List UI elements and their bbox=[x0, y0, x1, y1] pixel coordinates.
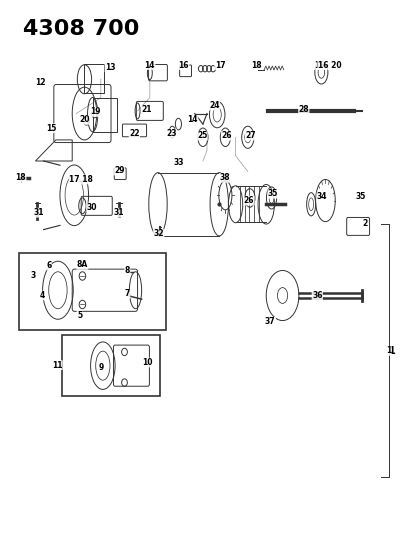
Text: 26: 26 bbox=[221, 131, 231, 140]
Text: 5: 5 bbox=[77, 311, 82, 319]
Text: 37: 37 bbox=[264, 317, 275, 326]
Text: 8: 8 bbox=[124, 266, 130, 275]
Text: 21: 21 bbox=[141, 106, 152, 115]
Text: 16: 16 bbox=[178, 61, 188, 69]
Text: 4308 700: 4308 700 bbox=[23, 19, 139, 38]
Text: 2: 2 bbox=[361, 219, 367, 228]
Text: 15: 15 bbox=[46, 124, 56, 133]
Text: 29: 29 bbox=[114, 166, 124, 175]
Text: 11: 11 bbox=[52, 361, 62, 369]
Text: 22: 22 bbox=[129, 129, 139, 138]
Bar bbox=[93, 98, 117, 132]
Text: 8A: 8A bbox=[77, 261, 88, 269]
Text: 25: 25 bbox=[197, 131, 207, 140]
Text: 14: 14 bbox=[187, 115, 197, 124]
Text: 13: 13 bbox=[104, 62, 115, 71]
Text: 19: 19 bbox=[90, 108, 101, 116]
Text: 10: 10 bbox=[141, 358, 152, 367]
Text: 17 18: 17 18 bbox=[69, 175, 93, 184]
Text: 35: 35 bbox=[267, 189, 278, 198]
Text: 6: 6 bbox=[46, 261, 52, 270]
Text: 32: 32 bbox=[153, 229, 164, 238]
Text: 1: 1 bbox=[388, 346, 394, 356]
Text: 14: 14 bbox=[144, 61, 155, 69]
Text: 26: 26 bbox=[243, 196, 254, 205]
Text: 1: 1 bbox=[385, 346, 390, 356]
Text: 24: 24 bbox=[209, 101, 219, 110]
Text: 16 20: 16 20 bbox=[317, 61, 341, 69]
Text: 18: 18 bbox=[15, 173, 26, 182]
Text: 4: 4 bbox=[40, 291, 45, 300]
Text: 12: 12 bbox=[35, 78, 45, 87]
Text: 34: 34 bbox=[316, 192, 327, 201]
Text: 3: 3 bbox=[31, 271, 36, 280]
Text: 27: 27 bbox=[245, 131, 255, 140]
Text: 33: 33 bbox=[173, 158, 184, 167]
Text: 9: 9 bbox=[99, 364, 104, 372]
Text: 30: 30 bbox=[86, 203, 97, 212]
Text: 28: 28 bbox=[298, 105, 309, 114]
Text: 38: 38 bbox=[219, 173, 229, 182]
Text: 31: 31 bbox=[33, 208, 44, 217]
Bar bbox=[84, 64, 104, 93]
Text: 23: 23 bbox=[166, 129, 176, 138]
Text: 7: 7 bbox=[124, 289, 130, 298]
Text: 16: 16 bbox=[313, 61, 324, 69]
Text: 35: 35 bbox=[355, 192, 365, 201]
Text: 36: 36 bbox=[311, 291, 322, 300]
Text: 17: 17 bbox=[214, 61, 225, 69]
Text: 20: 20 bbox=[79, 115, 90, 124]
Text: 18: 18 bbox=[251, 61, 261, 69]
Text: 31: 31 bbox=[113, 208, 124, 217]
